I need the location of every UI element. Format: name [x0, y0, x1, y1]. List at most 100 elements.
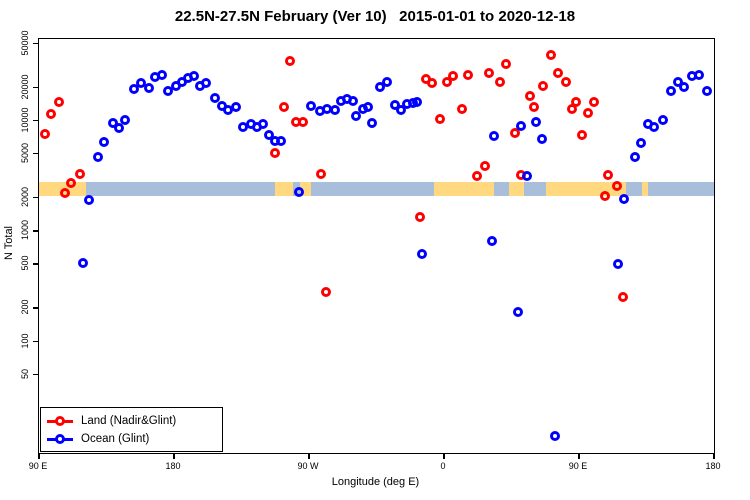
- y-tick: [33, 196, 38, 199]
- y-tick: [33, 86, 38, 88]
- data-point-land: [545, 49, 556, 60]
- data-point-ocean: [209, 92, 220, 103]
- data-point-ocean: [350, 110, 361, 121]
- data-point-land: [617, 291, 628, 302]
- data-point-ocean: [635, 137, 646, 148]
- data-point-land: [463, 69, 473, 80]
- data-point-ocean: [374, 81, 385, 92]
- x-tick-label: 0: [440, 461, 446, 471]
- data-point-land: [278, 101, 289, 112]
- data-point-ocean: [293, 186, 304, 197]
- data-point-ocean: [487, 235, 497, 246]
- data-point-land: [457, 103, 467, 114]
- data-point-ocean: [136, 77, 146, 88]
- x-tick-label: 90 E: [568, 461, 588, 471]
- data-point-ocean: [305, 100, 316, 111]
- y-tick-label: 2000: [20, 186, 30, 207]
- data-point-ocean: [488, 130, 499, 141]
- y-tick-label: 20000: [20, 73, 30, 100]
- data-point-ocean: [362, 101, 373, 112]
- data-point-ocean: [619, 193, 629, 204]
- data-point-land: [494, 76, 505, 87]
- data-point-ocean: [263, 129, 274, 140]
- data-point-land: [284, 55, 295, 66]
- chart-title: 22.5N-27.5N February (Ver 10) 2015-01-01…: [174, 8, 576, 25]
- y-tick-label: 100: [20, 333, 30, 349]
- data-point-ocean: [143, 82, 154, 93]
- data-point-ocean: [416, 249, 427, 260]
- y-axis-title: N Total: [3, 225, 15, 261]
- y-tick-label: 1000: [20, 220, 30, 241]
- data-point-land: [484, 67, 494, 78]
- x-tick: [38, 453, 40, 459]
- data-point-ocean: [113, 122, 124, 133]
- data-point-land: [560, 76, 571, 87]
- data-point-ocean: [230, 101, 241, 112]
- data-point-ocean: [275, 136, 286, 147]
- data-point-land: [442, 76, 452, 87]
- data-point-ocean: [521, 170, 532, 181]
- data-point-land: [53, 96, 64, 107]
- data-point-ocean: [347, 95, 358, 106]
- data-point-ocean: [389, 99, 400, 110]
- data-point-land: [524, 90, 535, 101]
- data-point-land: [577, 129, 587, 140]
- data-point-ocean: [107, 117, 118, 128]
- data-point-land: [434, 113, 445, 124]
- data-point-ocean: [200, 77, 211, 88]
- data-point-ocean: [128, 83, 139, 94]
- data-point-land: [46, 108, 56, 119]
- data-point-land: [529, 101, 539, 112]
- data-point-ocean: [649, 122, 659, 133]
- data-point-ocean: [77, 257, 88, 268]
- x-tick: [173, 453, 175, 459]
- data-point-land: [59, 187, 70, 198]
- x-tick: [308, 453, 310, 459]
- data-point-land: [316, 168, 326, 179]
- y-tick: [33, 152, 38, 155]
- y-tick-label: 50000: [20, 30, 30, 56]
- data-point-ocean: [658, 114, 668, 125]
- legend-circle-ocean: [55, 433, 65, 444]
- data-point-land: [448, 70, 458, 81]
- y-tick-label: 200: [20, 299, 30, 315]
- data-point-land: [538, 80, 548, 91]
- band-land-segment: [274, 181, 293, 196]
- x-axis-title: Longitude (deg E): [331, 476, 420, 488]
- plot-area: [38, 38, 715, 454]
- band-land-segment: [642, 181, 648, 196]
- data-point-ocean: [382, 76, 392, 87]
- data-point-ocean: [550, 430, 560, 441]
- data-point-land: [65, 177, 76, 188]
- legend-label-ocean: Ocean (Glint): [81, 432, 150, 445]
- data-point-land: [571, 96, 581, 107]
- legend-symbol-land-icon: [47, 415, 73, 427]
- band-land-segment: [508, 181, 524, 196]
- y-tick-label: 10000: [20, 107, 30, 133]
- x-tick-label: 180: [705, 461, 721, 471]
- x-tick: [578, 453, 580, 459]
- data-point-land: [479, 160, 490, 171]
- data-point-land: [74, 168, 85, 179]
- y-tick: [33, 263, 38, 265]
- data-point-land: [611, 180, 622, 191]
- data-point-land: [589, 96, 599, 107]
- legend: Land (Nadir&Glint) Ocean (Glint): [40, 407, 223, 452]
- data-point-land: [269, 147, 280, 158]
- y-tick: [33, 42, 38, 45]
- y-tick-label: 5000: [20, 142, 30, 163]
- data-point-ocean: [515, 120, 526, 131]
- data-point-ocean: [163, 85, 173, 96]
- y-tick: [33, 307, 38, 309]
- legend-entry-land: Land (Nadir&Glint): [47, 413, 222, 429]
- data-point-land: [553, 67, 563, 78]
- data-point-land: [500, 58, 511, 69]
- data-point-ocean: [412, 96, 422, 107]
- y-tick: [33, 340, 38, 343]
- data-point-ocean: [613, 259, 623, 270]
- y-tick: [33, 230, 38, 232]
- data-point-ocean: [157, 69, 167, 80]
- data-point-ocean: [701, 85, 712, 96]
- data-point-ocean: [530, 116, 541, 127]
